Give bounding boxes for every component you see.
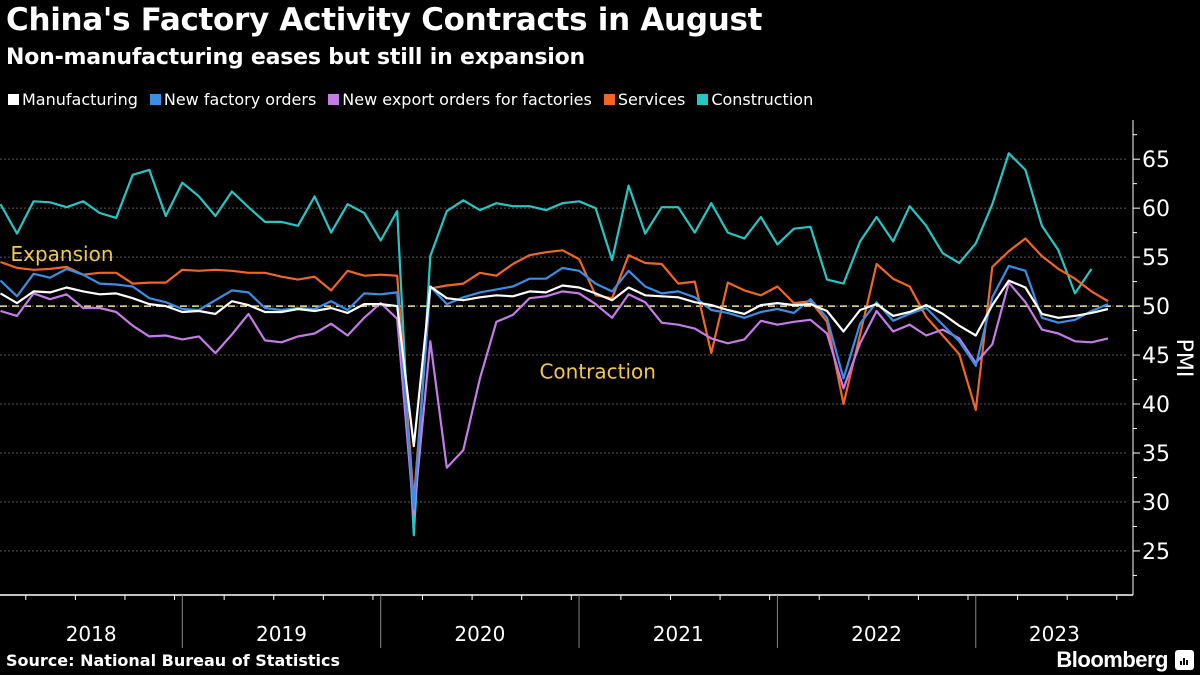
series-line-services	[0, 237, 1109, 503]
legend: Manufacturing New factory orders New expor…	[8, 90, 813, 109]
annotations: Expansion Contraction	[11, 242, 656, 384]
chart-title: China's Factory Activity Contracts in Au…	[6, 2, 763, 38]
annotation-label: Contraction	[539, 360, 656, 384]
x-year-label: 2020	[454, 622, 505, 646]
series-line-new-factory-orders	[0, 264, 1109, 510]
x-year-label: 2022	[851, 622, 902, 646]
y-tick-label: 40	[1142, 393, 1170, 418]
bloomberg-terminal-icon	[1175, 650, 1194, 670]
chart-subtitle: Non-manufacturing eases but still in exp…	[6, 45, 585, 70]
y-tick-label: 50	[1142, 295, 1170, 320]
series-lines	[0, 152, 1109, 537]
y-tick-label: 55	[1142, 246, 1170, 271]
legend-item: Manufacturing	[8, 90, 138, 109]
legend-item: New factory orders	[149, 90, 317, 109]
x-year-label: 2023	[1029, 622, 1080, 646]
legend-swatch	[149, 94, 161, 105]
legend-item: Construction	[697, 90, 813, 109]
legend-swatch	[328, 94, 340, 105]
legend-label: New factory orders	[163, 90, 317, 109]
series-line-new-export-orders-for-factories	[0, 281, 1109, 516]
y-tick-label: 30	[1142, 491, 1170, 516]
legend-item: Services	[603, 90, 686, 109]
series-line-manufacturing	[0, 279, 1109, 448]
axes: 25 30 35 40 45 50 55 60 65 PMI 2018 2019 2020 2021 202…	[0, 120, 1196, 648]
legend-item: New export orders for factories	[328, 90, 592, 109]
annotation-label: Expansion	[11, 242, 114, 266]
brand-logo: Bloomberg	[1056, 647, 1168, 672]
y-axis-title: PMI	[1171, 339, 1196, 378]
y-tick-label: 60	[1142, 197, 1170, 222]
y-tick-label: 25	[1142, 540, 1170, 565]
x-year-label: 2021	[653, 622, 704, 646]
legend-swatch	[8, 94, 19, 105]
y-tick-label: 65	[1142, 148, 1170, 173]
x-year-label: 2019	[256, 622, 307, 646]
legend-swatch	[603, 94, 615, 105]
x-year-label: 2018	[66, 622, 117, 646]
legend-swatch	[697, 94, 709, 105]
legend-label: Construction	[711, 90, 814, 109]
series-line-construction	[0, 152, 1093, 537]
legend-label: New export orders for factories	[342, 90, 592, 109]
gridlines	[0, 158, 1133, 552]
legend-label: Manufacturing	[22, 90, 138, 109]
y-tick-label: 35	[1142, 442, 1170, 467]
source-note: Source: National Bureau of Statistics	[6, 651, 341, 670]
y-tick-label: 45	[1142, 344, 1170, 369]
legend-label: Services	[617, 90, 686, 109]
